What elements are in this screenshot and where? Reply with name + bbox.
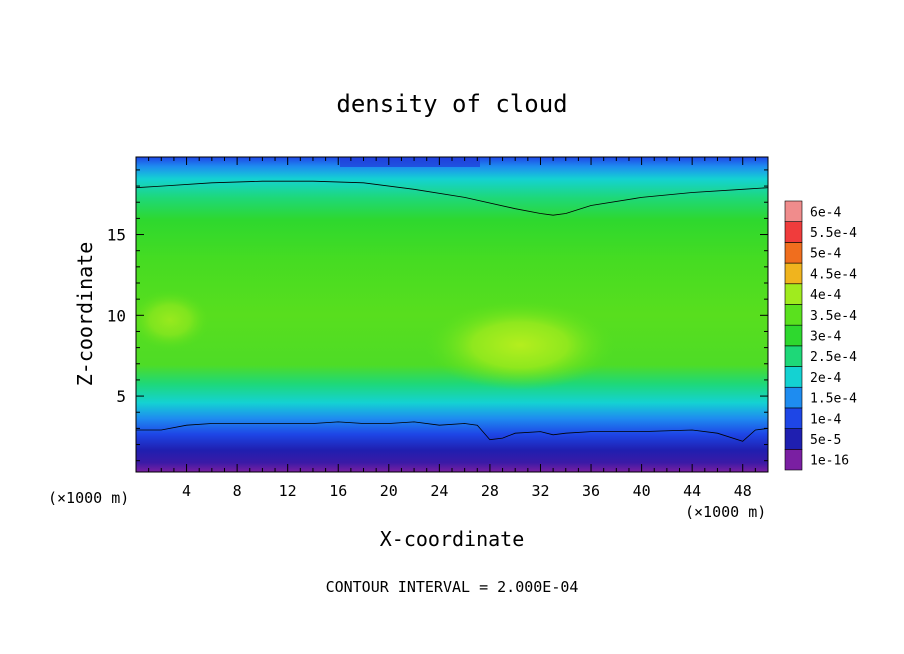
y-tick-label: 10 xyxy=(107,306,126,325)
x-unit-right: (×1000 m) xyxy=(685,503,766,521)
x-tick-label: 44 xyxy=(683,482,701,500)
colorbar: 1e-16 5e-5 1e-4 1.5e-4 2e-4 2.5e-4 3e-4 3.5e-4 4… xyxy=(784,200,857,471)
x-unit-left: (×1000 m) xyxy=(48,489,129,507)
colorbar-label: 1.5e-4 xyxy=(810,392,857,407)
colorbar-label: 5e-4 xyxy=(810,247,841,262)
colorbar-swatch xyxy=(784,283,803,305)
y-axis-label: Z-coordinate xyxy=(73,242,97,387)
x-tick-label: 36 xyxy=(582,482,600,500)
x-tick-label: 40 xyxy=(633,482,651,500)
density-maximum-region xyxy=(425,300,615,390)
colorbar-label: 4e-4 xyxy=(810,288,841,303)
y-axis-ticks: 5 10 15 xyxy=(107,169,768,462)
colorbar-swatch xyxy=(784,200,803,222)
colorbar-label: 2.5e-4 xyxy=(810,350,857,365)
colorbar-swatch xyxy=(784,366,803,388)
colorbar-swatch xyxy=(784,242,803,264)
x-tick-label: 16 xyxy=(329,482,347,500)
y-tick-label: 15 xyxy=(107,226,126,245)
colorbar-swatch xyxy=(784,221,803,243)
contour-interval-note: CONTOUR INTERVAL = 2.000E-04 xyxy=(326,578,579,596)
colorbar-swatch xyxy=(784,324,803,347)
x-tick-label: 32 xyxy=(531,482,549,500)
contour-line xyxy=(136,180,768,216)
x-tick-label: 28 xyxy=(481,482,499,500)
chart-title: density of cloud xyxy=(336,90,567,118)
colorbar-swatch xyxy=(784,449,803,471)
colorbar-label: 1e-16 xyxy=(810,454,849,469)
colorbar-swatch xyxy=(784,345,803,367)
colorbar-label: 3e-4 xyxy=(810,330,841,345)
colorbar-label: 2e-4 xyxy=(810,371,841,386)
x-axis-label: X-coordinate xyxy=(380,527,525,551)
y-tick-label: 5 xyxy=(116,387,126,406)
colorbar-label: 4.5e-4 xyxy=(810,267,857,282)
x-tick-label: 20 xyxy=(380,482,398,500)
colorbar-swatch xyxy=(784,304,803,326)
colorbar-swatch xyxy=(784,386,803,409)
x-tick-label: 4 xyxy=(182,482,191,500)
plot-area xyxy=(136,157,768,472)
x-axis-ticks: 4 8 12 16 20 24 28 32 36 40 44 48 xyxy=(148,157,756,500)
x-tick-label: 48 xyxy=(734,482,752,500)
colorbar-swatch xyxy=(784,407,803,429)
colorbar-label: 5e-5 xyxy=(810,433,841,448)
density-secondary-region xyxy=(136,290,210,350)
colorbar-label: 5.5e-4 xyxy=(810,226,857,241)
contour-lines xyxy=(136,180,768,442)
upper-top-band xyxy=(340,157,480,167)
x-tick-label: 8 xyxy=(233,482,242,500)
colorbar-swatch xyxy=(784,428,803,450)
colorbar-label: 1e-4 xyxy=(810,412,841,427)
x-tick-label: 24 xyxy=(430,482,448,500)
colorbar-label: 3.5e-4 xyxy=(810,309,857,324)
contour-line xyxy=(136,421,768,442)
colorbar-label: 6e-4 xyxy=(810,205,841,220)
colorbar-swatch xyxy=(784,262,803,285)
x-tick-label: 12 xyxy=(279,482,297,500)
